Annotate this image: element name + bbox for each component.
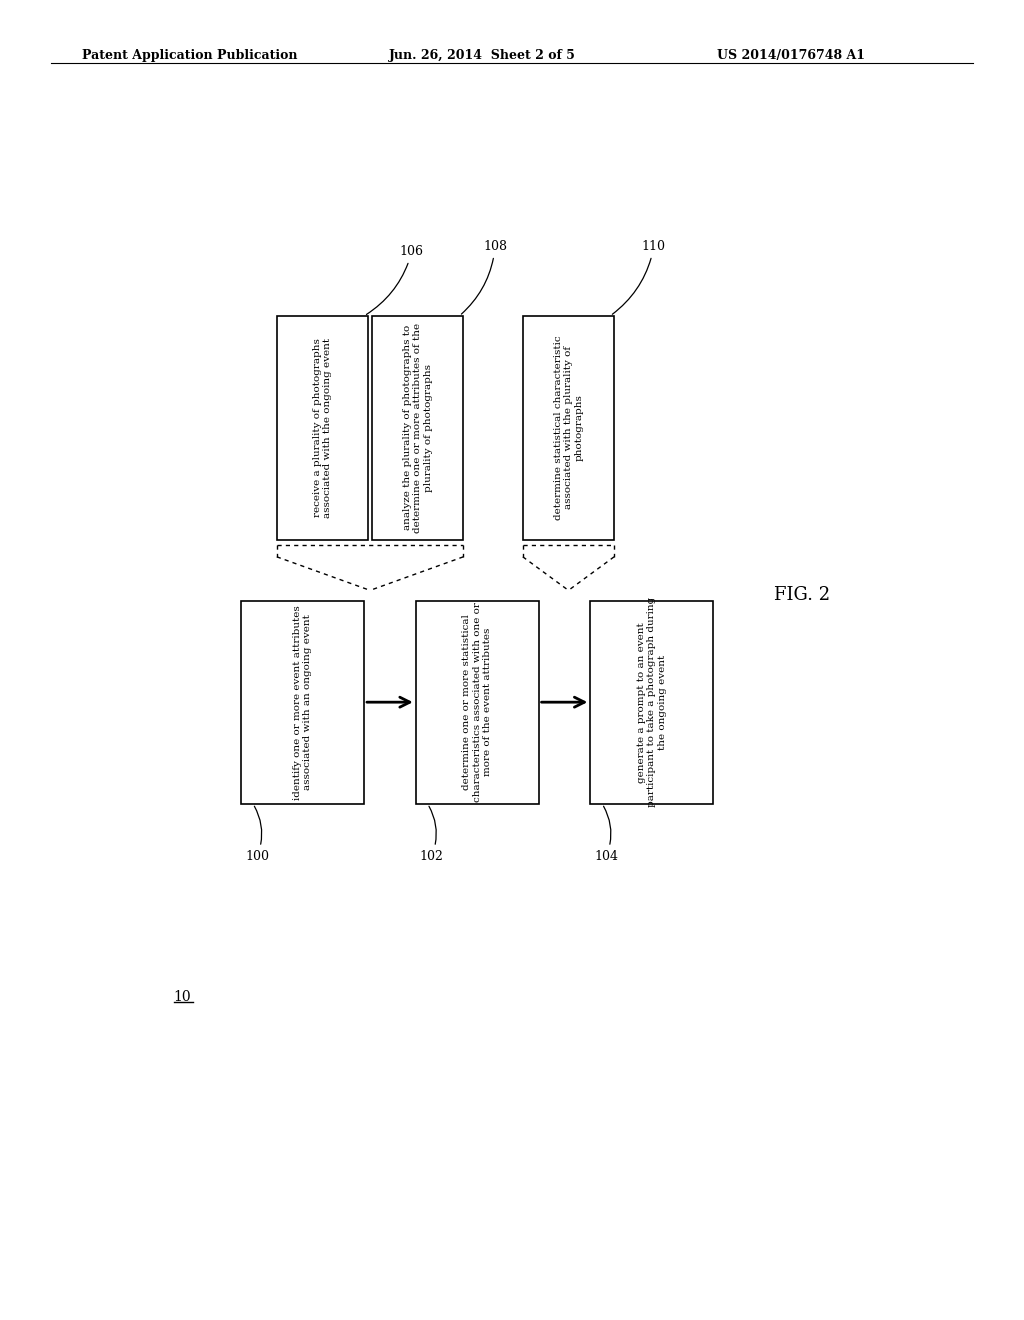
Bar — [416, 601, 539, 804]
Text: determine statistical characteristic
associated with the plurality of
photograph: determine statistical characteristic ass… — [554, 335, 584, 520]
Text: analyze the plurality of photographs to
determine one or more attributes of the
: analyze the plurality of photographs to … — [402, 322, 432, 533]
Text: receive a plurality of photographs
associated with the ongoing event: receive a plurality of photographs assoc… — [312, 338, 332, 517]
Bar — [241, 601, 365, 804]
Text: FIG. 2: FIG. 2 — [774, 586, 830, 605]
Text: 108: 108 — [462, 240, 507, 314]
Text: 10: 10 — [173, 990, 190, 1005]
Text: US 2014/0176748 A1: US 2014/0176748 A1 — [717, 49, 865, 62]
Bar — [523, 315, 614, 540]
Text: 110: 110 — [612, 240, 666, 314]
Bar — [590, 601, 714, 804]
Text: generate a prompt to an event
participant to take a photograph during
the ongoin: generate a prompt to an event participan… — [637, 597, 667, 808]
Text: 104: 104 — [594, 807, 618, 863]
Text: identify one or more event attributes
associated with an ongoing event: identify one or more event attributes as… — [293, 605, 312, 800]
Text: 100: 100 — [245, 807, 269, 863]
Text: 106: 106 — [367, 246, 424, 314]
Text: determine one or more statistical
characteristics associated with one or
more of: determine one or more statistical charac… — [462, 602, 493, 803]
Text: 102: 102 — [420, 807, 443, 863]
Text: Jun. 26, 2014  Sheet 2 of 5: Jun. 26, 2014 Sheet 2 of 5 — [389, 49, 575, 62]
Bar — [276, 315, 368, 540]
Text: Patent Application Publication: Patent Application Publication — [82, 49, 297, 62]
Bar — [372, 315, 463, 540]
